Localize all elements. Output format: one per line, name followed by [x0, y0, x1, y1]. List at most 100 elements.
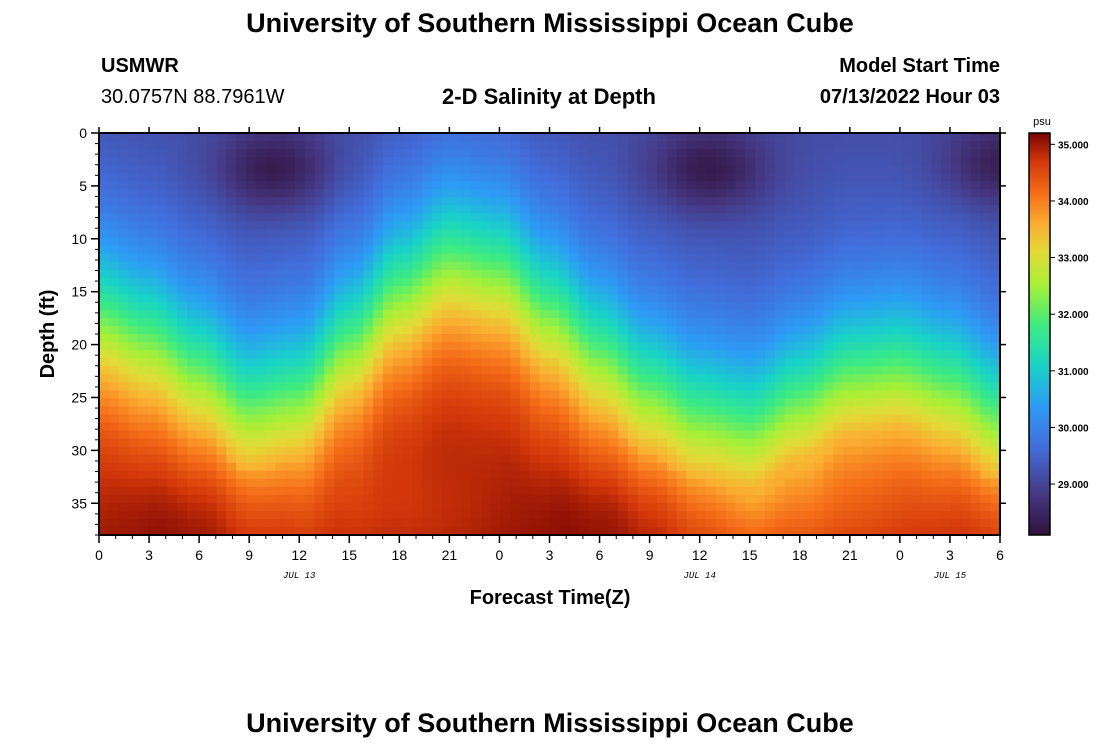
heatmap-cell: [813, 462, 825, 472]
heatmap-cell: [559, 317, 570, 327]
heatmap-cell: [755, 406, 766, 415]
heatmap-cell: [784, 301, 795, 311]
heatmap-cell: [882, 189, 893, 198]
heatmap-cell: [196, 261, 208, 271]
heatmap-cell: [206, 350, 218, 359]
heatmap-cell: [255, 301, 267, 311]
heatmap-cell: [862, 325, 874, 335]
heatmap-cell: [686, 414, 697, 424]
heatmap-cell: [451, 454, 462, 464]
heatmap-cell: [804, 165, 815, 174]
heatmap-cell: [970, 486, 982, 496]
heatmap-cell: [520, 334, 531, 343]
heatmap-cell: [735, 229, 746, 239]
heatmap-cell: [559, 494, 570, 504]
heatmap-cell: [559, 261, 570, 271]
heatmap-cell: [735, 422, 746, 432]
heatmap-cell: [872, 229, 884, 239]
heatmap-cell: [539, 382, 551, 391]
heatmap-cell: [480, 398, 492, 407]
heatmap-cell: [911, 149, 923, 158]
heatmap-cell: [529, 478, 541, 488]
heatmap-cell: [490, 261, 502, 271]
heatmap-cell: [187, 165, 198, 174]
heatmap-cell: [520, 366, 531, 375]
heatmap-cell: [99, 157, 110, 166]
heatmap-cell: [706, 342, 717, 351]
heatmap-cell: [774, 181, 786, 190]
heatmap-cell: [392, 390, 404, 399]
heatmap-cell: [304, 229, 316, 239]
heatmap-cell: [813, 261, 825, 271]
heatmap-cell: [539, 438, 551, 448]
heatmap-cell: [813, 518, 825, 528]
heatmap-cell: [471, 181, 482, 190]
heatmap-cell: [911, 181, 923, 190]
heatmap-cell: [735, 149, 746, 158]
heatmap-cell: [265, 518, 276, 528]
heatmap-cell: [187, 510, 198, 520]
heatmap-cell: [108, 221, 120, 231]
heatmap-cell: [471, 358, 482, 367]
heatmap-cell: [715, 382, 727, 391]
heatmap-cell: [598, 173, 609, 182]
heatmap-cell: [637, 253, 649, 263]
heatmap-cell: [461, 301, 472, 311]
heatmap-cell: [334, 486, 345, 496]
heatmap-cell: [862, 301, 874, 311]
heatmap-cell: [892, 526, 903, 536]
heatmap-cell: [363, 398, 374, 407]
heatmap-cell: [157, 470, 169, 480]
heatmap-cell: [373, 181, 384, 190]
heatmap-cell: [265, 462, 276, 472]
heatmap-cell: [128, 141, 139, 150]
heatmap-cell: [275, 382, 286, 391]
heatmap-cell: [138, 422, 149, 432]
heatmap-cell: [392, 526, 404, 536]
heatmap-cell: [471, 334, 482, 343]
heatmap-cell: [490, 181, 502, 190]
heatmap-cell: [245, 526, 257, 536]
heatmap-cell: [285, 422, 296, 432]
heatmap-cell: [451, 462, 462, 472]
heatmap-cell: [980, 446, 991, 456]
heatmap-cell: [383, 454, 394, 464]
heatmap-cell: [784, 165, 795, 174]
heatmap-cell: [108, 165, 120, 174]
heatmap-cell: [686, 334, 697, 343]
heatmap-cell: [206, 374, 218, 383]
heatmap-cell: [490, 189, 502, 198]
heatmap-cell: [441, 237, 453, 247]
heatmap-cell: [618, 317, 629, 327]
heatmap-cell: [431, 470, 443, 480]
heatmap-cell: [392, 382, 404, 391]
heatmap-cell: [764, 317, 776, 327]
date-label: JUL 13: [283, 571, 316, 581]
heatmap-cell: [696, 269, 707, 279]
heatmap-cell: [108, 149, 120, 158]
heatmap-cell: [872, 510, 884, 520]
heatmap-cell: [794, 526, 805, 536]
heatmap-cell: [627, 494, 639, 504]
heatmap-cell: [353, 285, 365, 295]
heatmap-cell: [578, 173, 590, 182]
heatmap-cell: [882, 446, 893, 456]
heatmap-cell: [823, 454, 835, 464]
heatmap-cell: [862, 237, 874, 247]
heatmap-cell: [921, 422, 933, 432]
heatmap-cell: [255, 149, 267, 158]
heatmap-cell: [872, 430, 884, 440]
heatmap-cell: [588, 189, 600, 198]
heatmap-cell: [363, 285, 374, 295]
heatmap-cell: [265, 350, 276, 359]
heatmap-cell: [471, 237, 482, 247]
heatmap-cell: [226, 478, 237, 488]
heatmap-cell: [383, 334, 394, 343]
heatmap-cell: [804, 350, 815, 359]
heatmap-cell: [715, 366, 727, 375]
heatmap-cell: [667, 486, 678, 496]
heatmap-cell: [882, 197, 893, 206]
heatmap-cell: [343, 462, 355, 472]
heatmap-cell: [686, 486, 697, 496]
heatmap-cell: [373, 374, 384, 383]
